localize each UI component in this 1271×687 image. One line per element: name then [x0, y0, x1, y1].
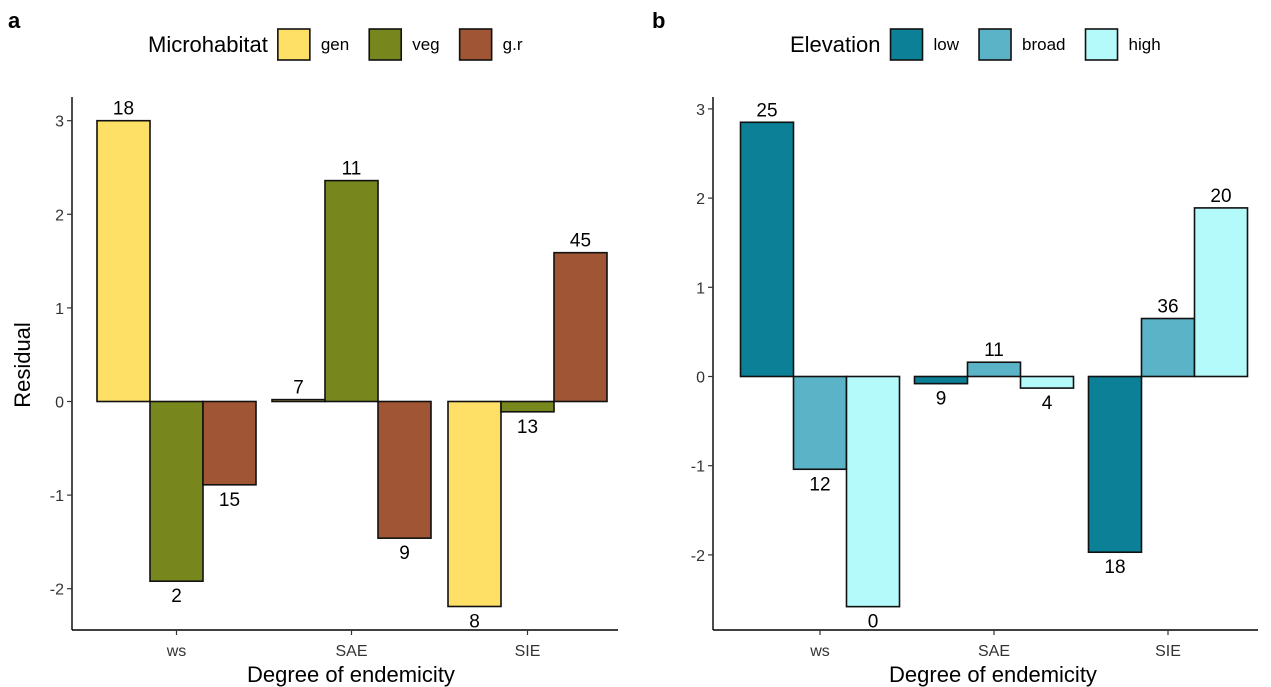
legend-key-high: high: [1084, 28, 1161, 61]
y-tick-label: 1: [696, 280, 705, 297]
legend-key-gen: gen: [277, 28, 349, 61]
y-tick-label: 3: [55, 114, 64, 131]
legend-key-broad: broad: [978, 28, 1066, 61]
y-tick-label: -2: [691, 548, 705, 565]
legend: Microhabitat gen veg g.r: [148, 28, 523, 61]
data-label: 45: [570, 231, 591, 252]
legend-swatch: [458, 28, 493, 61]
data-label: 9: [399, 543, 410, 564]
bar-low-SIE: [1087, 375, 1143, 554]
bar-gen-SAE: [271, 398, 326, 403]
data-label: 18: [1104, 557, 1125, 578]
x-axis-title: Degree of endemicity: [247, 662, 455, 687]
legend-swatch: [1084, 28, 1119, 61]
y-tick-label: 3: [696, 102, 705, 119]
y-tick-label: 2: [696, 191, 705, 208]
data-label: 8: [469, 611, 480, 632]
x-ticks: ws SAE SIE: [166, 630, 541, 660]
data-label: 11: [984, 340, 1004, 361]
bar-broad-SAE: [966, 361, 1022, 378]
legend: Elevation low broad high: [790, 28, 1161, 61]
bar-broad-SIE: [1140, 317, 1196, 378]
bar-gr-SAE: [377, 400, 432, 539]
bar-high-SAE: [1019, 375, 1075, 389]
legend-swatch: [368, 28, 403, 61]
data-label: 15: [219, 490, 240, 511]
y-tick-label: 0: [55, 395, 64, 412]
y-tick-label: -1: [50, 488, 64, 505]
legend-swatch: [277, 28, 311, 61]
bar-gen-SIE: [447, 400, 502, 608]
x-tick-label: SAE: [335, 643, 367, 660]
data-label: 9: [936, 389, 947, 410]
bar-low-SAE: [913, 375, 969, 385]
x-tick-label: ws: [809, 643, 830, 660]
panel-tag: a: [8, 8, 21, 33]
bar-veg-SIE: [500, 400, 555, 413]
y-tick-label: 0: [696, 370, 705, 387]
y-tick-label: -1: [691, 459, 705, 476]
legend-swatch: [889, 28, 924, 61]
y-ticks: -2 -1 0 1 2 3: [50, 114, 72, 599]
legend-label: high: [1129, 35, 1161, 54]
legend-label: gen: [321, 35, 349, 54]
bar-low-ws: [739, 121, 795, 378]
bar-gr-SIE: [553, 251, 608, 403]
panel-a: a Microhabitat gen veg g.r -2 -1 0 1 2 3 ws SAE SIE De…: [8, 8, 618, 687]
data-label: 4: [1042, 393, 1053, 414]
data-label: 12: [809, 474, 830, 495]
x-tick-label: SAE: [978, 643, 1010, 660]
panel-tag: b: [652, 8, 665, 33]
data-label: 18: [113, 99, 134, 120]
legend-title: Microhabitat: [148, 32, 268, 57]
data-label: 25: [756, 100, 777, 121]
x-axis-title: Degree of endemicity: [889, 662, 1097, 687]
data-label: 13: [517, 417, 538, 438]
y-tick-label: -2: [50, 582, 64, 599]
legend-key-gr: g.r: [458, 28, 523, 61]
x-ticks: ws SAE SIE: [809, 630, 1181, 660]
y-axis-title: Residual: [10, 322, 35, 408]
x-tick-label: SIE: [515, 643, 541, 660]
y-tick-label: 2: [55, 207, 64, 224]
bar-veg-SAE: [324, 179, 379, 403]
bar-veg-ws: [149, 400, 204, 583]
legend-key-veg: veg: [368, 28, 440, 61]
bar-high-ws: [845, 375, 901, 608]
legend-key-low: low: [889, 28, 960, 61]
legend-title: Elevation: [790, 32, 881, 57]
data-label: 36: [1157, 297, 1178, 318]
data-label: 11: [342, 159, 362, 180]
bar-broad-ws: [792, 375, 848, 471]
data-label: 7: [293, 378, 304, 399]
y-tick-label: 1: [55, 301, 64, 318]
bars: 25 12 0 9 11 4 18 36 20: [739, 100, 1249, 633]
legend-swatch: [978, 28, 1012, 61]
data-label: 20: [1210, 186, 1231, 207]
legend-label: low: [934, 35, 960, 54]
x-tick-label: SIE: [1155, 643, 1181, 660]
legend-label: broad: [1022, 35, 1065, 54]
legend-label: g.r: [503, 35, 523, 54]
bar-gen-ws: [96, 119, 151, 403]
bar-gr-ws: [202, 400, 257, 486]
bars: 18 2 15 7 11 9 8 13 45: [96, 99, 608, 632]
x-tick-label: ws: [166, 643, 187, 660]
legend-label: veg: [412, 35, 439, 54]
y-ticks: -2 -1 0 1 2 3: [691, 102, 713, 565]
data-label: 2: [171, 586, 182, 607]
bar-high-SIE: [1193, 207, 1249, 378]
data-label: 0: [868, 612, 879, 633]
